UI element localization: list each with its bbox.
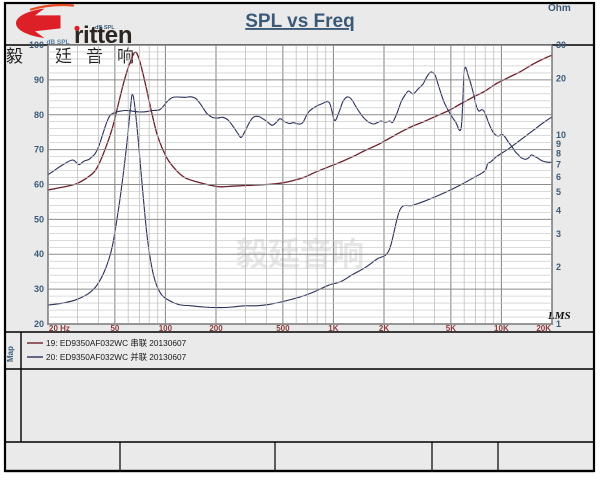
svg-text:毅: 毅 [6,47,23,66]
svg-text:20: 20 [556,73,566,83]
svg-text:20K: 20K [536,324,551,333]
svg-text:4: 4 [556,205,561,215]
svg-text:70: 70 [34,145,44,155]
svg-text:20: ED9350AF032WC 并联 20130607: 20: ED9350AF032WC 并联 20130607 [46,352,187,362]
svg-text:Ohm: Ohm [548,3,571,14]
svg-text:90: 90 [34,75,44,85]
svg-text:dB SPL: dB SPL [95,25,115,31]
svg-text:10K: 10K [494,324,509,333]
svg-text:9: 9 [556,139,561,149]
svg-text:50: 50 [110,324,119,333]
svg-text:5: 5 [556,187,561,197]
svg-text:500: 500 [276,324,290,333]
svg-text:50: 50 [34,214,44,224]
svg-text:2K: 2K [379,324,389,333]
svg-text:1: 1 [556,319,561,329]
svg-text:SPL vs Freq: SPL vs Freq [245,11,354,32]
svg-text:1K: 1K [328,324,338,333]
svg-text:80: 80 [34,110,44,120]
svg-text:20: 20 [34,319,44,329]
svg-text:19: ED9350AF032WC 串联 20130607: 19: ED9350AF032WC 串联 20130607 [46,338,187,348]
svg-text:200: 200 [209,324,223,333]
svg-text:100: 100 [159,324,173,333]
svg-text:20 Hz: 20 Hz [49,324,70,333]
svg-text:60: 60 [34,180,44,190]
svg-text:2: 2 [556,262,561,272]
svg-text:8: 8 [556,148,561,158]
svg-text:7: 7 [556,159,561,169]
svg-text:廷音响: 廷音响 [55,47,148,66]
svg-text:40: 40 [34,249,44,259]
svg-text:5K: 5K [446,324,456,333]
svg-text:30: 30 [556,40,566,50]
svg-text:6: 6 [556,172,561,182]
svg-text:100: 100 [29,40,44,50]
svg-text:30: 30 [34,284,44,294]
svg-text:3: 3 [556,229,561,239]
svg-text:Map: Map [6,346,15,362]
